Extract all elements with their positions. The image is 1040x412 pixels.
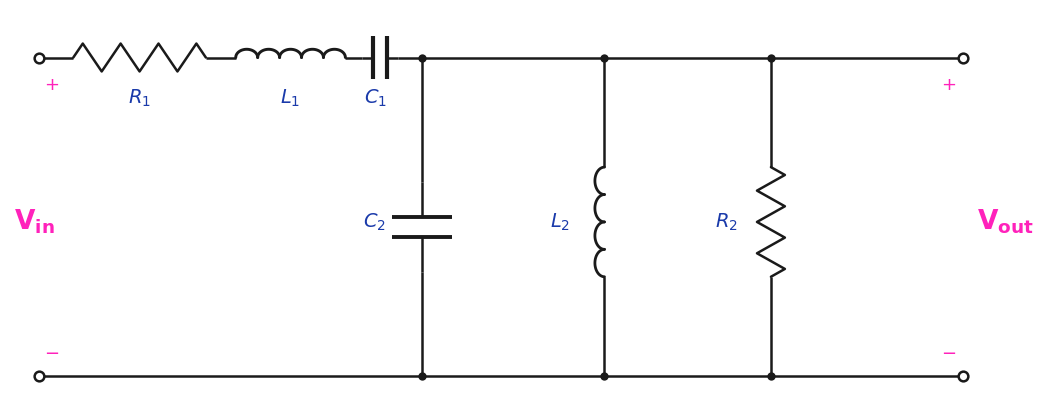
Text: $R_2$: $R_2$ (714, 211, 737, 233)
Text: $L_1$: $L_1$ (281, 87, 301, 109)
Text: $+$: $+$ (941, 76, 956, 94)
Text: $R_1$: $R_1$ (128, 87, 151, 109)
Text: $L_2$: $L_2$ (549, 211, 570, 233)
Text: $-$: $-$ (44, 342, 59, 360)
Text: $-$: $-$ (941, 342, 956, 360)
Text: $C_2$: $C_2$ (363, 211, 386, 233)
Text: $C_1$: $C_1$ (364, 87, 387, 109)
Text: $+$: $+$ (44, 76, 59, 94)
Text: $\mathbf{V_{in}}$: $\mathbf{V_{in}}$ (15, 208, 55, 236)
Text: $\mathbf{V_{out}}$: $\mathbf{V_{out}}$ (977, 208, 1034, 236)
